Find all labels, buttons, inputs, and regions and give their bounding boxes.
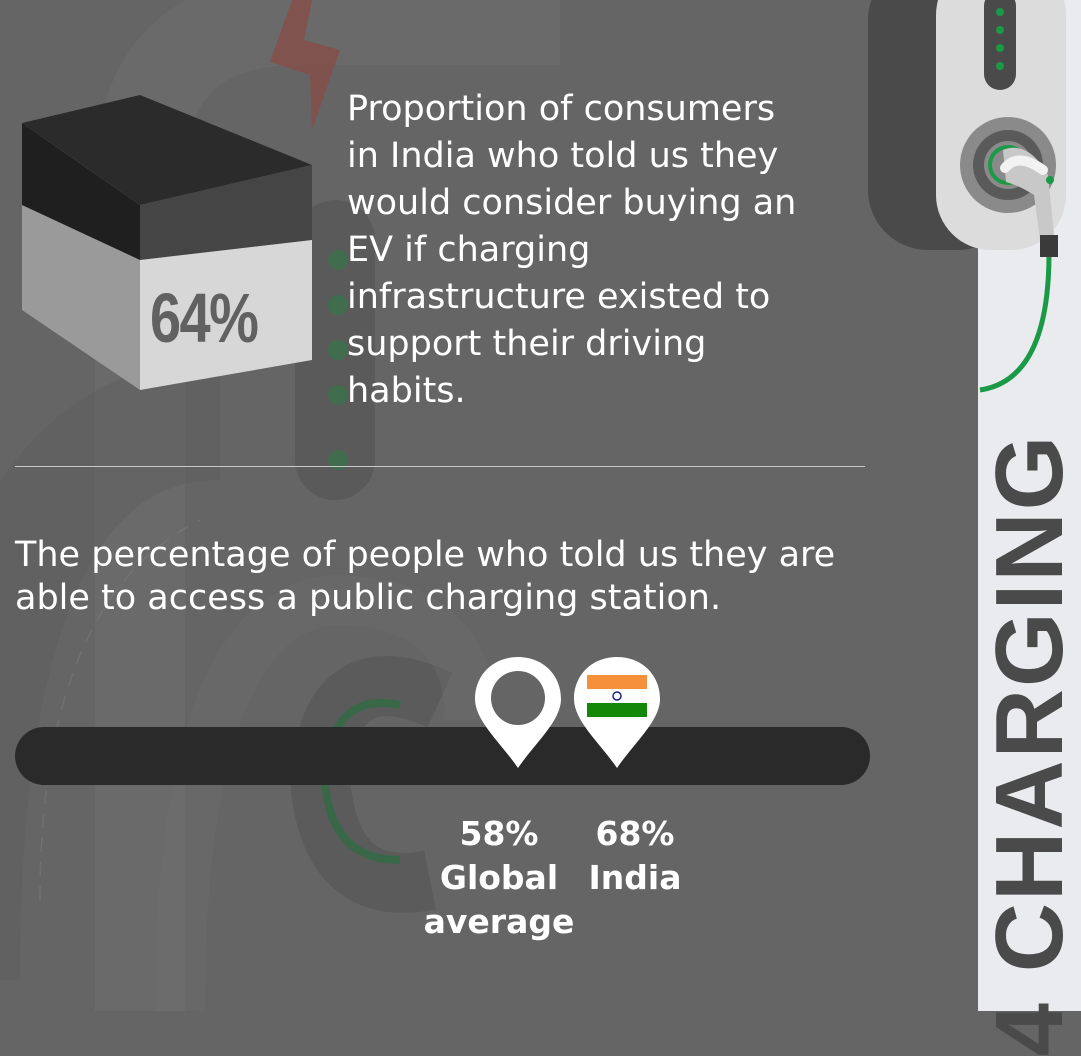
percentage-track: [15, 727, 870, 785]
marker-india: 68% India: [575, 812, 695, 900]
access-description: The percentage of people who told us the…: [15, 535, 836, 618]
ev-charger-icon: [868, 0, 1066, 393]
marker-india-value: 68%: [595, 814, 675, 853]
marker-global-average: 58% Global average: [418, 812, 580, 944]
cube-icon: [22, 95, 312, 390]
divider: [15, 466, 865, 467]
location-pin-icon: [475, 657, 561, 768]
marker-india-label: India: [588, 858, 682, 897]
stat-value: 64%: [150, 279, 259, 357]
section-title: 4 CHARGING: [976, 433, 1081, 1056]
lightning-bolt-icon: [270, 0, 340, 130]
stat-description: Proportion of consumers in India who tol…: [347, 89, 797, 411]
marker-global-value: 58%: [459, 814, 539, 853]
marker-global-label: Global average: [423, 858, 575, 941]
india-flag-icon: [574, 657, 660, 768]
